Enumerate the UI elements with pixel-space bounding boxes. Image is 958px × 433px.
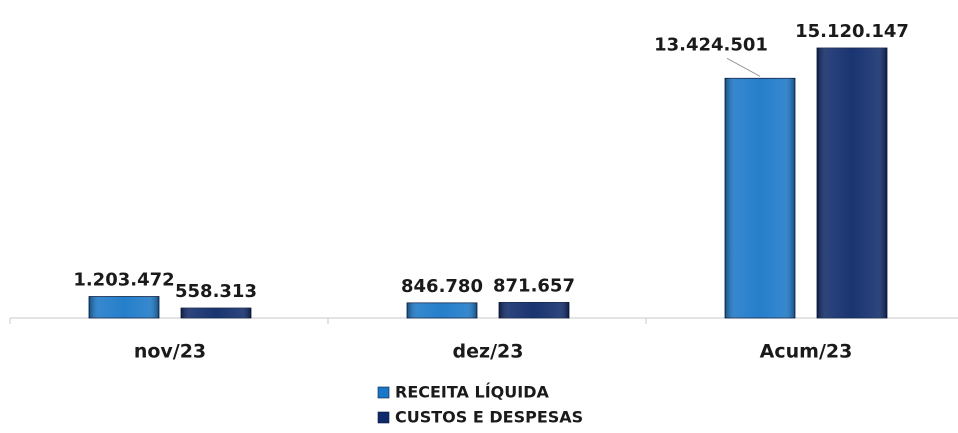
legend-swatch xyxy=(377,386,390,399)
value-label: 871.657 xyxy=(493,275,575,296)
value-label: 846.780 xyxy=(401,276,483,297)
value-label: 558.313 xyxy=(175,281,257,302)
value-label: 15.120.147 xyxy=(795,21,909,42)
value-label: 13.424.501 xyxy=(654,34,768,55)
leader-line xyxy=(726,57,761,77)
x-tick-label: Acum/23 xyxy=(760,341,853,363)
bar-shine xyxy=(181,308,251,318)
value-label: 1.203.472 xyxy=(73,270,174,291)
legend-label: RECEITA LÍQUIDA xyxy=(395,383,549,402)
bar-shine xyxy=(407,302,477,318)
bar-shine xyxy=(499,302,569,318)
legend-label: CUSTOS E DESPESAS xyxy=(395,408,583,427)
legend-swatch xyxy=(377,411,390,424)
x-tick-label: nov/23 xyxy=(134,341,206,363)
bar-shine xyxy=(817,48,887,318)
x-tick-label: dez/23 xyxy=(453,341,524,363)
bar-shine xyxy=(89,296,159,318)
bar-shine xyxy=(725,78,795,318)
